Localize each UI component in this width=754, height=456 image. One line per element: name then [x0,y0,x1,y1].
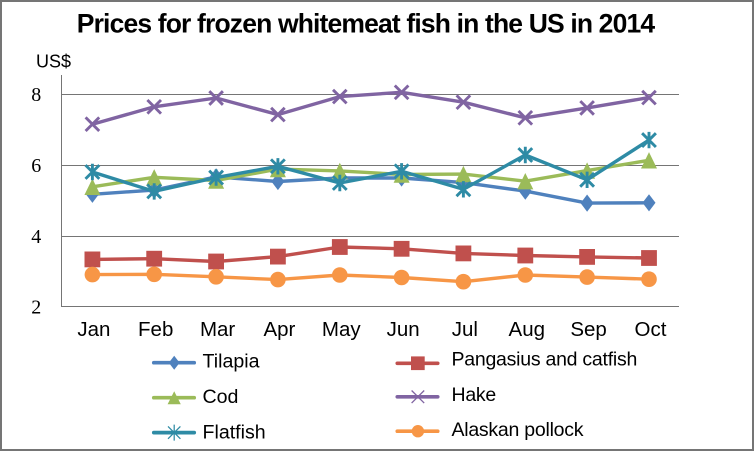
svg-text:Hake: Hake [452,384,497,406]
svg-text:Aug: Aug [509,318,545,341]
svg-text:4: 4 [31,226,41,248]
svg-text:Apr: Apr [263,318,295,341]
svg-text:Pangasius and catfish: Pangasius and catfish [452,348,638,370]
svg-text:US$: US$ [36,52,71,72]
svg-text:Jul: Jul [452,318,478,341]
svg-text:Sep: Sep [570,318,606,341]
svg-text:Alaskan pollock: Alaskan pollock [452,419,584,441]
svg-text:Flatfish: Flatfish [203,421,266,443]
svg-text:Mar: Mar [200,318,235,341]
svg-text:8: 8 [31,84,41,106]
svg-text:Feb: Feb [138,318,173,341]
svg-text:Cod: Cod [203,386,239,408]
svg-text:Prices for frozen whitemeat fi: Prices for frozen whitemeat fish in the … [77,9,656,39]
svg-text:2: 2 [31,296,41,318]
svg-text:6: 6 [31,155,41,177]
svg-text:Tilapia: Tilapia [203,350,260,372]
svg-text:Jan: Jan [77,318,110,341]
svg-text:Oct: Oct [635,318,667,341]
svg-text:Jun: Jun [387,318,420,341]
svg-text:May: May [322,318,361,341]
